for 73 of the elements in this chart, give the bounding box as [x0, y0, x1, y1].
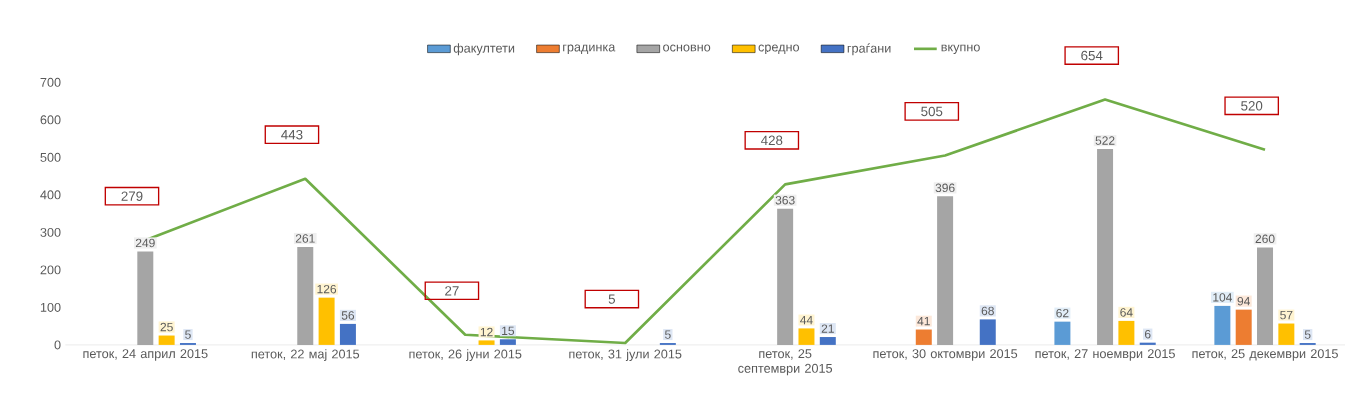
data-label: 25 — [160, 322, 173, 332]
bar — [1118, 320, 1135, 345]
y-tick-label: 500 — [40, 152, 61, 162]
data-label: 6 — [1144, 329, 1151, 339]
data-label: 261 — [295, 234, 315, 243]
data-label: 5 — [185, 330, 191, 339]
data-label: 57 — [1280, 310, 1293, 320]
legend-label: основно — [663, 44, 711, 52]
y-tick-label: 200 — [40, 265, 61, 275]
bar — [937, 196, 954, 345]
legend-label: градинка — [563, 44, 616, 55]
x-tick-label: петок, 31 јули 2015 — [569, 349, 682, 362]
bar — [297, 247, 314, 345]
legend-label: средно — [758, 44, 800, 55]
data-label: 428 — [761, 135, 783, 146]
data-label: 396 — [935, 183, 955, 193]
bar — [478, 340, 495, 345]
y-tick-label: 400 — [40, 190, 61, 200]
bar — [1257, 247, 1274, 345]
data-label: 505 — [921, 106, 943, 117]
data-label: 27 — [445, 286, 459, 296]
x-tick-label: петок, 25 декември 2015 — [1192, 349, 1338, 361]
data-label: 62 — [1056, 308, 1069, 318]
y-tick-label: 700 — [40, 77, 61, 87]
x-tick-label: петок, 24 април 2015 — [83, 349, 208, 361]
data-label: 21 — [821, 324, 834, 333]
x-tick-label: петок, 26 јуни 2015 — [409, 349, 522, 362]
bar — [1097, 149, 1114, 345]
y-tick-label: 300 — [40, 227, 61, 237]
bar — [318, 297, 335, 345]
data-label: 12 — [480, 327, 493, 337]
bar — [915, 329, 932, 345]
data-label: 5 — [608, 294, 616, 304]
bar — [1278, 323, 1295, 345]
bar — [499, 339, 516, 345]
data-label: 654 — [1081, 50, 1103, 61]
data-label: 64 — [1120, 308, 1133, 317]
legend-label: факултети — [453, 43, 515, 56]
data-label: 41 — [917, 317, 930, 326]
x-tick-label: петок, 27 ноември 2015 — [1035, 349, 1175, 361]
bar — [137, 251, 154, 345]
data-label: 522 — [1095, 136, 1115, 145]
x-tick-label: петок, 25 септември 2015 — [738, 349, 833, 376]
y-tick-label: 0 — [54, 340, 61, 350]
data-label: 279 — [121, 191, 143, 201]
data-label: 363 — [775, 196, 795, 205]
data-label: 443 — [281, 130, 303, 140]
legend-label: вкупно — [941, 44, 980, 55]
bar — [979, 319, 996, 345]
data-label: 94 — [1237, 296, 1251, 306]
data-label: 260 — [1255, 234, 1275, 244]
data-label: 44 — [800, 315, 813, 325]
data-label: 5 — [1304, 330, 1311, 339]
bar — [1054, 321, 1071, 345]
y-tick-label: 600 — [40, 115, 61, 125]
bar — [339, 323, 356, 345]
data-label: 126 — [317, 284, 337, 294]
bar — [1235, 309, 1252, 345]
bar — [1214, 305, 1231, 345]
bar — [777, 208, 794, 345]
legend-label: граѓани — [847, 43, 891, 56]
data-label: 104 — [1213, 293, 1233, 302]
data-label: 68 — [981, 306, 994, 316]
y-tick-label: 100 — [40, 302, 61, 312]
bar — [819, 337, 836, 345]
data-label: 520 — [1241, 101, 1263, 111]
bar — [158, 335, 175, 345]
data-label: 15 — [502, 326, 515, 336]
data-label: 5 — [664, 330, 671, 339]
x-tick-label: петок, 30 октомври 2015 — [873, 349, 1018, 361]
data-label: 56 — [341, 311, 355, 320]
x-tick-label: петок, 22 мај 2015 — [251, 349, 360, 362]
bar — [798, 328, 815, 345]
